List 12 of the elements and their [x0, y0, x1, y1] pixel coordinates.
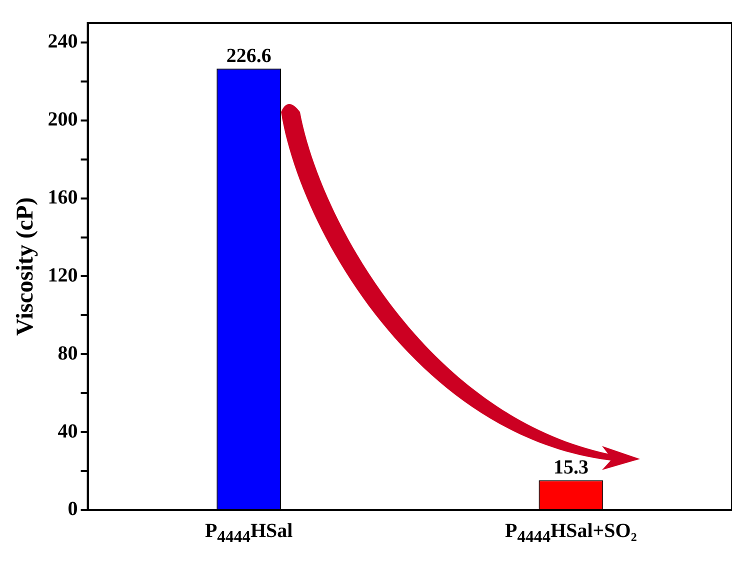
x-tick-label: P$_{4444}$HSal+SO₂: [504, 520, 638, 547]
y-tick-label: 240: [48, 30, 78, 53]
y-tick-label: 200: [48, 108, 78, 131]
y-tick-label: 120: [48, 264, 78, 286]
y-tick-label: 0: [68, 498, 78, 520]
data-label: 226.6: [226, 44, 272, 67]
y-axis-title: Viscosity (cP): [12, 197, 39, 336]
y-tick-label: 80: [58, 342, 78, 364]
y-tick-label: 160: [48, 186, 78, 208]
x-tick-label: P$_{4444}$HSal: [204, 520, 294, 547]
y-tick-label: 40: [58, 420, 78, 442]
data-label: 15.3: [553, 456, 588, 478]
